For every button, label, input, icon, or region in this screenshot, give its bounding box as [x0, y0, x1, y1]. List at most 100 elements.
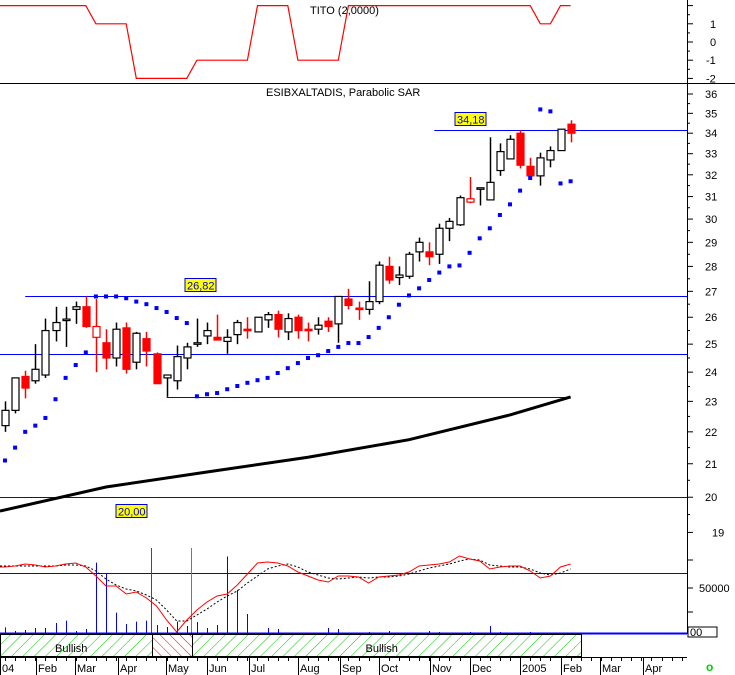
sar-dot [63, 375, 68, 380]
candle-body [183, 346, 192, 359]
sar-dot [295, 361, 300, 366]
sar-dot [568, 179, 573, 184]
candle-body [536, 157, 545, 177]
candle-body [405, 253, 414, 277]
candle-body [415, 241, 424, 253]
sar-dot [497, 212, 502, 217]
y-tick-label: 20 [705, 492, 717, 504]
sar-dot [346, 341, 351, 346]
trend-band-bear [152, 634, 193, 657]
sar-dot [518, 188, 523, 193]
candle-body [334, 295, 343, 325]
y-tick-label: 29 [705, 237, 717, 249]
y-tick-label: 36 [705, 89, 717, 101]
candle-body [223, 336, 232, 343]
candle-body [506, 138, 515, 160]
oscillator-fast-line [0, 555, 571, 633]
trend-band-label: Bullish [55, 643, 87, 655]
month-label: Feb [563, 663, 582, 675]
oscillator-slow-line [0, 558, 571, 622]
y-tick-label: 24 [705, 367, 717, 379]
tito-tick-label: 1 [710, 19, 716, 31]
month-label: Jul [251, 663, 265, 675]
y-tick-label: 32 [705, 170, 717, 182]
levels: 34,18 26,82 20,00 [0, 112, 687, 519]
tito-line [0, 5, 571, 79]
sar-dot [23, 429, 28, 434]
sar-dot [205, 392, 209, 397]
candle-body [62, 318, 71, 322]
sar-dot [3, 458, 7, 463]
candle-body [435, 227, 444, 255]
y-tick-label: 22 [705, 427, 717, 439]
sar-dot [124, 296, 129, 301]
candle-body [72, 306, 81, 310]
sar-dot [548, 109, 553, 114]
sar-dot [396, 302, 401, 307]
y-tick-label: 23 [705, 396, 717, 408]
candle-body [203, 329, 212, 337]
sar-dot [215, 391, 220, 396]
price-axis: 36 35 34 33 32 31 30 29 28 27 26 25 24 23 22 21 20 19 1 0 -1… [687, 0, 724, 634]
candle-body [132, 332, 141, 363]
candle-body [213, 336, 222, 341]
sar-dot [285, 366, 290, 371]
y-tick-label: 35 [705, 108, 717, 120]
sar-dot [336, 344, 341, 349]
sar-dot [164, 309, 169, 314]
sar-dot [467, 250, 472, 255]
y-tick-label: 34 [705, 128, 717, 140]
sar-dot [487, 226, 492, 231]
level-tag-box [454, 112, 487, 126]
candle-body [314, 324, 323, 330]
sar-dot [255, 378, 260, 383]
sar-dot [235, 384, 240, 389]
y-tick-label: 19 [712, 527, 724, 539]
candle-body [102, 342, 111, 359]
candle-body [516, 132, 525, 166]
sar-dot [528, 176, 533, 181]
candle-body [476, 187, 485, 190]
candle-body [496, 151, 505, 172]
sar-dot [477, 236, 482, 241]
sar-dot [417, 286, 422, 291]
candle-body [486, 181, 495, 201]
sar-dot [134, 299, 139, 304]
sar-dot [174, 316, 179, 321]
y-tick-label: 30 [705, 214, 717, 226]
parabolic-sar [3, 107, 573, 463]
sar-dot [93, 294, 98, 299]
sar-dot [326, 349, 331, 354]
sar-dot [386, 315, 391, 320]
month-label: 2005 [522, 663, 546, 675]
y-tick-label: 25 [705, 339, 717, 351]
sar-dot [114, 294, 119, 299]
sar-dot [265, 375, 270, 380]
candle-body [294, 316, 303, 332]
tito-panel: TITO (2,0000) [0, 5, 571, 79]
sar-dot [33, 423, 38, 428]
candle-body [193, 342, 202, 345]
candle-body [142, 338, 151, 352]
volume-tick-label: 50000 [699, 583, 730, 595]
level-tag-box [115, 504, 148, 518]
candle-body [365, 300, 374, 310]
sar-dot [407, 293, 411, 298]
month-label: Nov [432, 663, 452, 675]
candle-body [41, 329, 50, 376]
month-label: Mar [602, 663, 621, 675]
candle-body [274, 314, 283, 330]
y-tick-label: 21 [705, 459, 717, 471]
trend-band-bull [192, 634, 582, 657]
month-label: Mar [77, 663, 96, 675]
sar-dot [73, 363, 78, 368]
sar-dot [184, 321, 189, 326]
sar-dot [316, 353, 321, 358]
candle-body [122, 327, 131, 370]
candle-body [233, 321, 242, 336]
main-title: ESIBXALTADIS, Parabolic SAR [266, 87, 420, 99]
sar-dot [194, 394, 199, 399]
sar-dot [356, 341, 361, 346]
sar-dot [104, 294, 108, 299]
sar-dot [447, 264, 452, 269]
